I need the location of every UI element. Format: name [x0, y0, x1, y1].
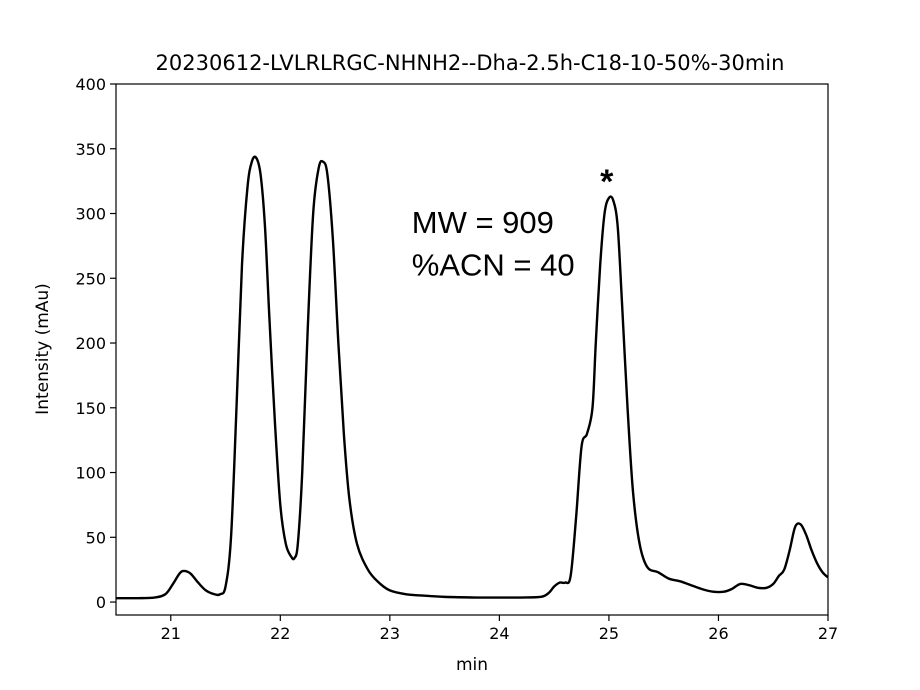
y-tick-label: 200 — [75, 334, 106, 353]
x-tick-label: 25 — [599, 624, 619, 643]
y-tick-label: 350 — [75, 140, 106, 159]
x-tick-label: 23 — [380, 624, 400, 643]
y-tick-label: 50 — [86, 528, 106, 547]
y-tick-label: 300 — [75, 205, 106, 224]
y-tick-label: 100 — [75, 464, 106, 483]
annotations: MW = 909 %ACN = 40 * — [412, 163, 614, 283]
x-tick-label: 24 — [489, 624, 509, 643]
x-tick-label: 26 — [708, 624, 728, 643]
series-line-chromatogram — [116, 155, 828, 600]
y-tick-label: 150 — [75, 399, 106, 418]
annotation-text: %ACN = 40 — [412, 248, 575, 283]
plot-frame — [115, 83, 829, 616]
x-tick-label: 22 — [270, 624, 290, 643]
chart-title: 20230612-LVLRLRGC-NHNH2--Dha-2.5h-C18-10… — [156, 51, 785, 75]
x-tick-label: 27 — [818, 624, 838, 643]
plot-area — [116, 155, 828, 600]
y-tick-label: 250 — [75, 269, 106, 288]
axis-ticks: 21 22 23 24 25 26 27 0 50 100 150 200 250 300 350 400 — [75, 75, 838, 643]
x-tick-label: 21 — [161, 624, 181, 643]
y-tick-label: 0 — [96, 593, 106, 612]
x-axis-label: min — [456, 655, 488, 675]
y-axis-label: Intensity (mAu) — [33, 283, 53, 415]
annotation-text: MW = 909 — [412, 205, 554, 240]
peak-marker-asterisk: * — [600, 163, 614, 201]
y-tick-label: 400 — [75, 75, 106, 94]
